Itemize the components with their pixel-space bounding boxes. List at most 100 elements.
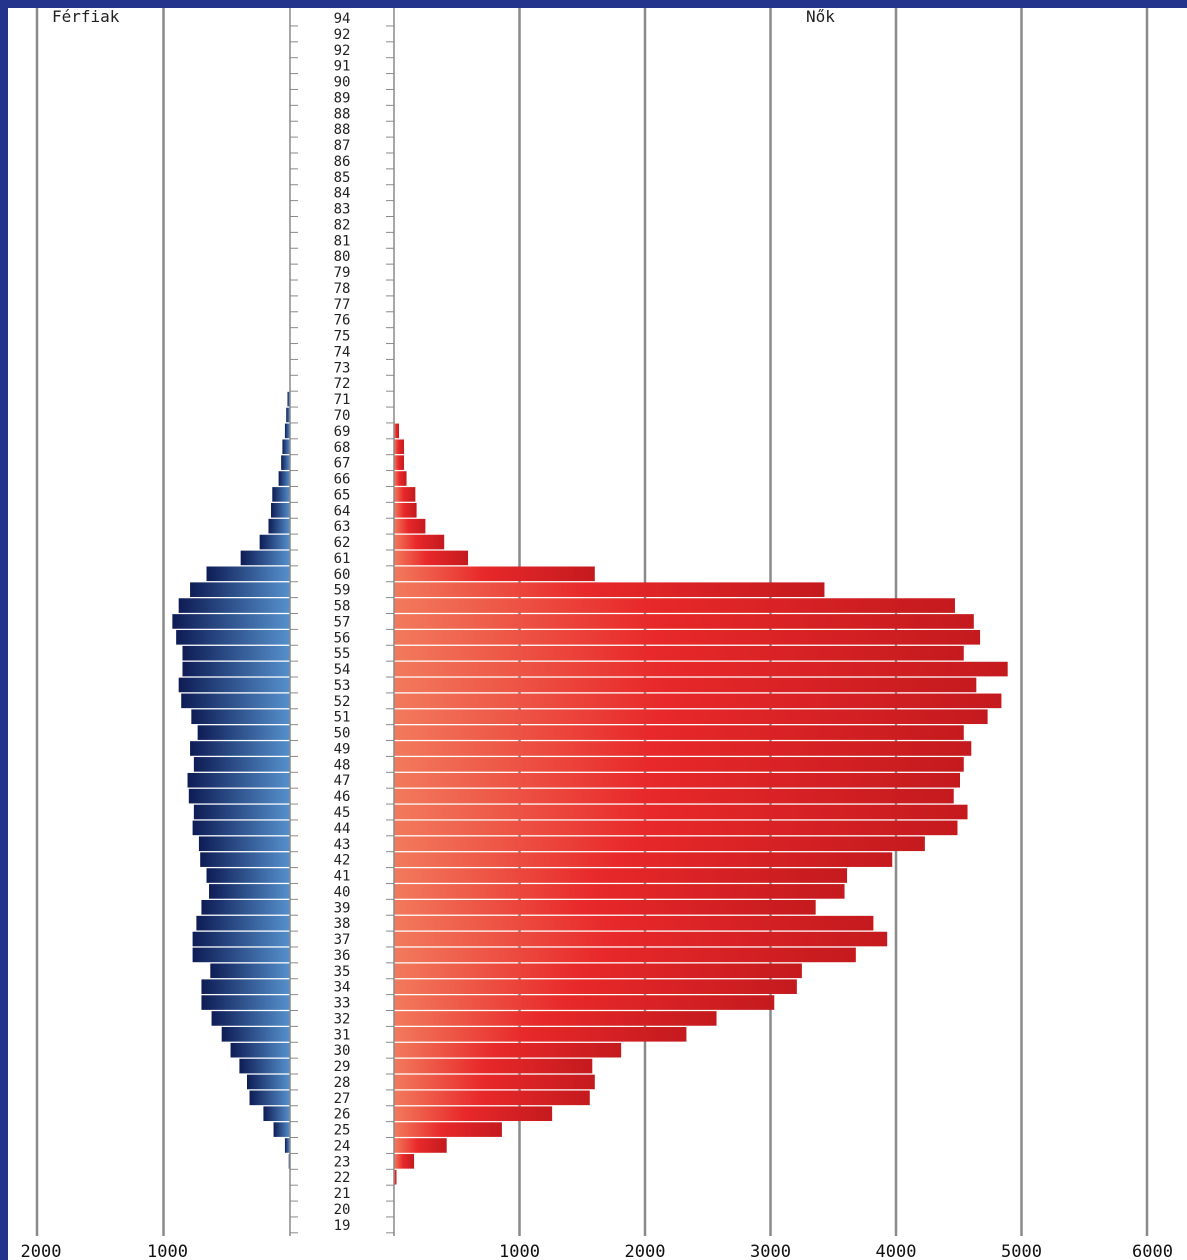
age-label: 91 [334, 59, 351, 75]
age-label: 86 [334, 154, 351, 170]
x-tick-label-right: 6000 [1132, 1242, 1173, 1260]
female-bar [394, 772, 961, 788]
male-bar [181, 693, 290, 709]
female-bar [394, 788, 954, 804]
x-tick-label-right: 3000 [750, 1242, 791, 1260]
age-label: 50 [334, 726, 351, 742]
female-bar [394, 709, 988, 725]
age-label: 89 [334, 90, 351, 106]
male-bar [190, 582, 290, 597]
male-bar [193, 757, 290, 772]
female-bar [394, 995, 775, 1010]
female-bar [394, 487, 416, 502]
age-label: 66 [334, 472, 351, 488]
age-label: 37 [334, 932, 351, 948]
female-bar [394, 947, 856, 963]
male-bar [201, 899, 290, 915]
age-label: 52 [334, 694, 351, 710]
female-bar [394, 1154, 415, 1169]
age-label: 40 [334, 884, 351, 900]
age-label: 78 [334, 281, 351, 297]
age-label: 33 [334, 996, 351, 1012]
female-bar [394, 725, 964, 740]
x-tick-label-right: 2000 [625, 1242, 666, 1260]
male-bar [201, 979, 290, 994]
female-bar [394, 566, 595, 582]
age-label: 56 [334, 630, 351, 646]
x-tick-label-left: 1000 [147, 1242, 188, 1260]
female-bar [394, 804, 968, 820]
female-bar [394, 963, 802, 979]
age-label: 23 [334, 1154, 351, 1170]
male-bar [197, 725, 290, 740]
age-label: 42 [334, 853, 351, 869]
female-bar [394, 1090, 590, 1106]
male-bar [263, 1106, 290, 1122]
age-label: 77 [334, 297, 351, 313]
age-label: 22 [334, 1170, 351, 1186]
male-bar [182, 661, 290, 677]
female-bar [394, 820, 958, 836]
age-label: 36 [334, 948, 351, 964]
male-bar [221, 1027, 290, 1042]
age-label: 43 [334, 837, 351, 853]
age-label: 27 [334, 1091, 351, 1107]
age-label: 75 [334, 329, 351, 345]
male-bar [273, 1122, 290, 1137]
x-tick-label-left: 2000 [21, 1242, 62, 1260]
age-label: 49 [334, 741, 351, 757]
age-label: 45 [334, 805, 351, 821]
female-bar [394, 915, 874, 931]
age-label: 82 [334, 217, 351, 233]
age-label: 19 [334, 1218, 351, 1234]
male-bar [188, 788, 290, 804]
male-bar [278, 471, 290, 486]
age-label: 51 [334, 710, 351, 726]
male-bar [198, 836, 290, 852]
male-bar [206, 868, 290, 883]
female-bar [394, 518, 426, 534]
bars-layer [172, 391, 1008, 1185]
female-panel-label: Nők [806, 7, 835, 26]
age-label: 72 [334, 376, 351, 392]
female-bar [394, 502, 417, 518]
age-label: 74 [334, 344, 351, 360]
female-bar [394, 979, 797, 994]
age-label: 29 [334, 1059, 351, 1075]
age-label: 61 [334, 551, 351, 567]
male-bar [182, 645, 290, 661]
age-label: 44 [334, 821, 351, 837]
age-label: 94 [334, 11, 351, 27]
age-label: 69 [334, 424, 351, 440]
age-label: 54 [334, 662, 351, 678]
age-label: 41 [334, 869, 351, 885]
female-bar [394, 852, 893, 867]
female-bar [394, 868, 848, 883]
x-tick-label-right: 1000 [499, 1242, 540, 1260]
male-bar [210, 963, 290, 979]
x-tick-label-right: 4000 [876, 1242, 917, 1260]
male-bar [178, 598, 290, 613]
age-label: 80 [334, 249, 351, 265]
male-bar [178, 677, 290, 693]
male-bar [176, 630, 290, 645]
female-bar [394, 550, 469, 566]
male-bar [201, 995, 290, 1010]
male-bar [196, 915, 290, 931]
male-bar [281, 455, 290, 470]
male-bar [268, 518, 290, 534]
age-label: 87 [334, 138, 351, 154]
male-bar [284, 1138, 290, 1153]
age-label: 57 [334, 614, 351, 630]
female-bar [394, 1058, 593, 1074]
age-label: 65 [334, 487, 351, 503]
male-bar [272, 487, 290, 502]
age-label: 92 [334, 43, 351, 59]
age-label: 76 [334, 313, 351, 329]
male-bar [246, 1074, 290, 1090]
age-label: 31 [334, 1027, 351, 1043]
female-bar [394, 1169, 397, 1185]
age-label: 55 [334, 646, 351, 662]
age-label: 64 [334, 503, 351, 519]
female-bar [394, 582, 825, 597]
